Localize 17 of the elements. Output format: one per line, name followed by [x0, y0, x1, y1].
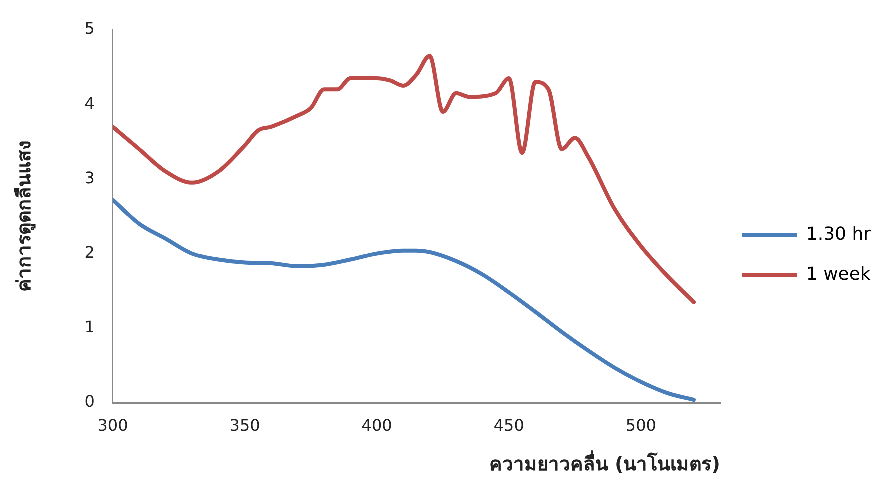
x-axis-title: ความยาวคลื่น (นาโนเมตร)	[489, 450, 720, 476]
y-tick-label: 1	[84, 318, 95, 337]
y-tick-label: 0	[84, 392, 95, 412]
line-series	[112, 198, 696, 402]
legend-label: 1.30 hr	[806, 224, 872, 246]
x-tick-label: 400	[362, 416, 392, 435]
x-tick-label: 450	[494, 416, 524, 435]
y-axis-title: ค่าการดูดกลืนแสง	[13, 141, 36, 292]
legend-label: 1 week	[806, 264, 872, 286]
x-tick-label: 300	[98, 416, 128, 435]
x-tick-label: 350	[230, 416, 260, 435]
y-tick-label: 3	[84, 168, 95, 188]
y-tick-label: 4	[84, 94, 95, 113]
x-tick-label: 500	[626, 416, 656, 435]
y-tick-label: 2	[84, 242, 95, 262]
y-tick-label: 5	[84, 19, 95, 38]
line-series	[112, 54, 696, 304]
